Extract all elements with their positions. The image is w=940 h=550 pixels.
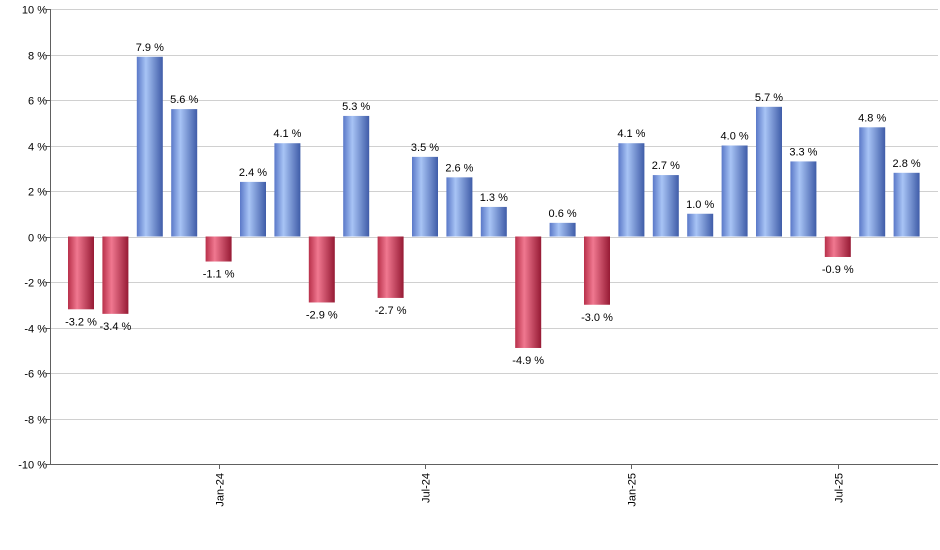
bar-data-label: 2.8 % xyxy=(893,158,921,170)
bar-data-label: 1.3 % xyxy=(480,192,508,204)
bar-positive xyxy=(240,181,266,237)
y-tick-label: -8 % xyxy=(24,415,47,427)
bar-data-label: -3.0 % xyxy=(581,312,613,324)
bar-negative xyxy=(824,236,851,257)
bar-negative xyxy=(515,236,542,348)
y-tick-label: 0 % xyxy=(28,233,47,245)
y-tick-label: -10 % xyxy=(18,460,47,472)
bar-data-label: 4.1 % xyxy=(617,128,645,140)
y-tick-label: 8 % xyxy=(28,51,47,63)
bar-negative xyxy=(68,236,94,310)
bar-positive xyxy=(480,206,507,237)
y-tick-label: 4 % xyxy=(28,142,47,154)
bar-positive xyxy=(446,177,473,237)
bar-positive xyxy=(412,156,438,237)
bar-data-label: -3.2 % xyxy=(65,316,97,328)
x-tick-label: Jul-25 xyxy=(834,473,846,503)
y-tick-label: 6 % xyxy=(28,96,47,108)
bar-data-label: -1.1 % xyxy=(203,269,235,281)
x-tick-label: Jan-25 xyxy=(627,473,639,507)
bar-positive xyxy=(859,127,886,237)
bar-positive xyxy=(756,106,782,237)
bar-data-label: 5.6 % xyxy=(170,94,198,106)
bar-data-label: -3.4 % xyxy=(100,321,132,333)
bar-positive xyxy=(549,222,576,237)
bar-negative xyxy=(102,236,129,314)
bar-data-label: 3.5 % xyxy=(411,142,439,154)
bar-positive xyxy=(136,56,163,237)
bar-data-label: 4.8 % xyxy=(858,112,886,124)
bar-data-label: 2.7 % xyxy=(652,160,680,172)
bar-positive xyxy=(618,143,645,237)
bar-data-label: 5.7 % xyxy=(755,92,783,104)
bar-negative xyxy=(205,236,232,262)
bar-data-label: 3.3 % xyxy=(789,146,817,158)
bar-negative xyxy=(377,236,404,298)
data-labels: -3.2 % -3.4 % 7.9 % 5.6 % -1.1 % 2.4 % 4.1 % -2… xyxy=(65,42,921,367)
bars xyxy=(68,56,920,348)
bar-positive xyxy=(893,172,920,237)
bar-data-label: 4.1 % xyxy=(273,128,301,140)
bar-positive xyxy=(790,161,817,237)
bar-negative xyxy=(308,236,335,303)
gridlines xyxy=(50,9,938,465)
bar-data-label: -0.9 % xyxy=(822,264,854,276)
bar-data-label: 2.4 % xyxy=(239,167,267,179)
x-tick-label: Jul-24 xyxy=(421,473,433,503)
bar-positive xyxy=(652,175,679,237)
bar-positive xyxy=(343,115,370,237)
y-tick-label: -2 % xyxy=(24,278,47,290)
bar-negative xyxy=(584,236,610,305)
bar-data-label: 4.0 % xyxy=(721,131,749,143)
bar-positive xyxy=(687,213,714,237)
bar-data-label: 7.9 % xyxy=(136,42,164,54)
bar-data-label: 2.6 % xyxy=(445,162,473,174)
y-tick-label: 10 % xyxy=(22,5,47,17)
bar-positive xyxy=(274,143,301,237)
bar-data-label: -2.9 % xyxy=(306,309,338,321)
bar-data-label: 5.3 % xyxy=(342,101,370,113)
bar-positive xyxy=(721,145,748,237)
y-tick-label: -6 % xyxy=(24,369,47,381)
x-tick-label: Jan-24 xyxy=(215,473,227,507)
bar-data-label: 0.6 % xyxy=(549,208,577,220)
bar-positive xyxy=(171,109,198,237)
bar-data-label: -2.7 % xyxy=(375,305,407,317)
y-tick-label: 2 % xyxy=(28,187,47,199)
axes: 10 % 8 % 6 % 4 % 2 % 0 % -2 % -4 % -6 % -8 % -10 %… xyxy=(18,5,938,507)
y-tick-label: -4 % xyxy=(24,324,47,336)
bar-data-label: 1.0 % xyxy=(686,199,714,211)
bar-data-label: -4.9 % xyxy=(512,355,544,367)
